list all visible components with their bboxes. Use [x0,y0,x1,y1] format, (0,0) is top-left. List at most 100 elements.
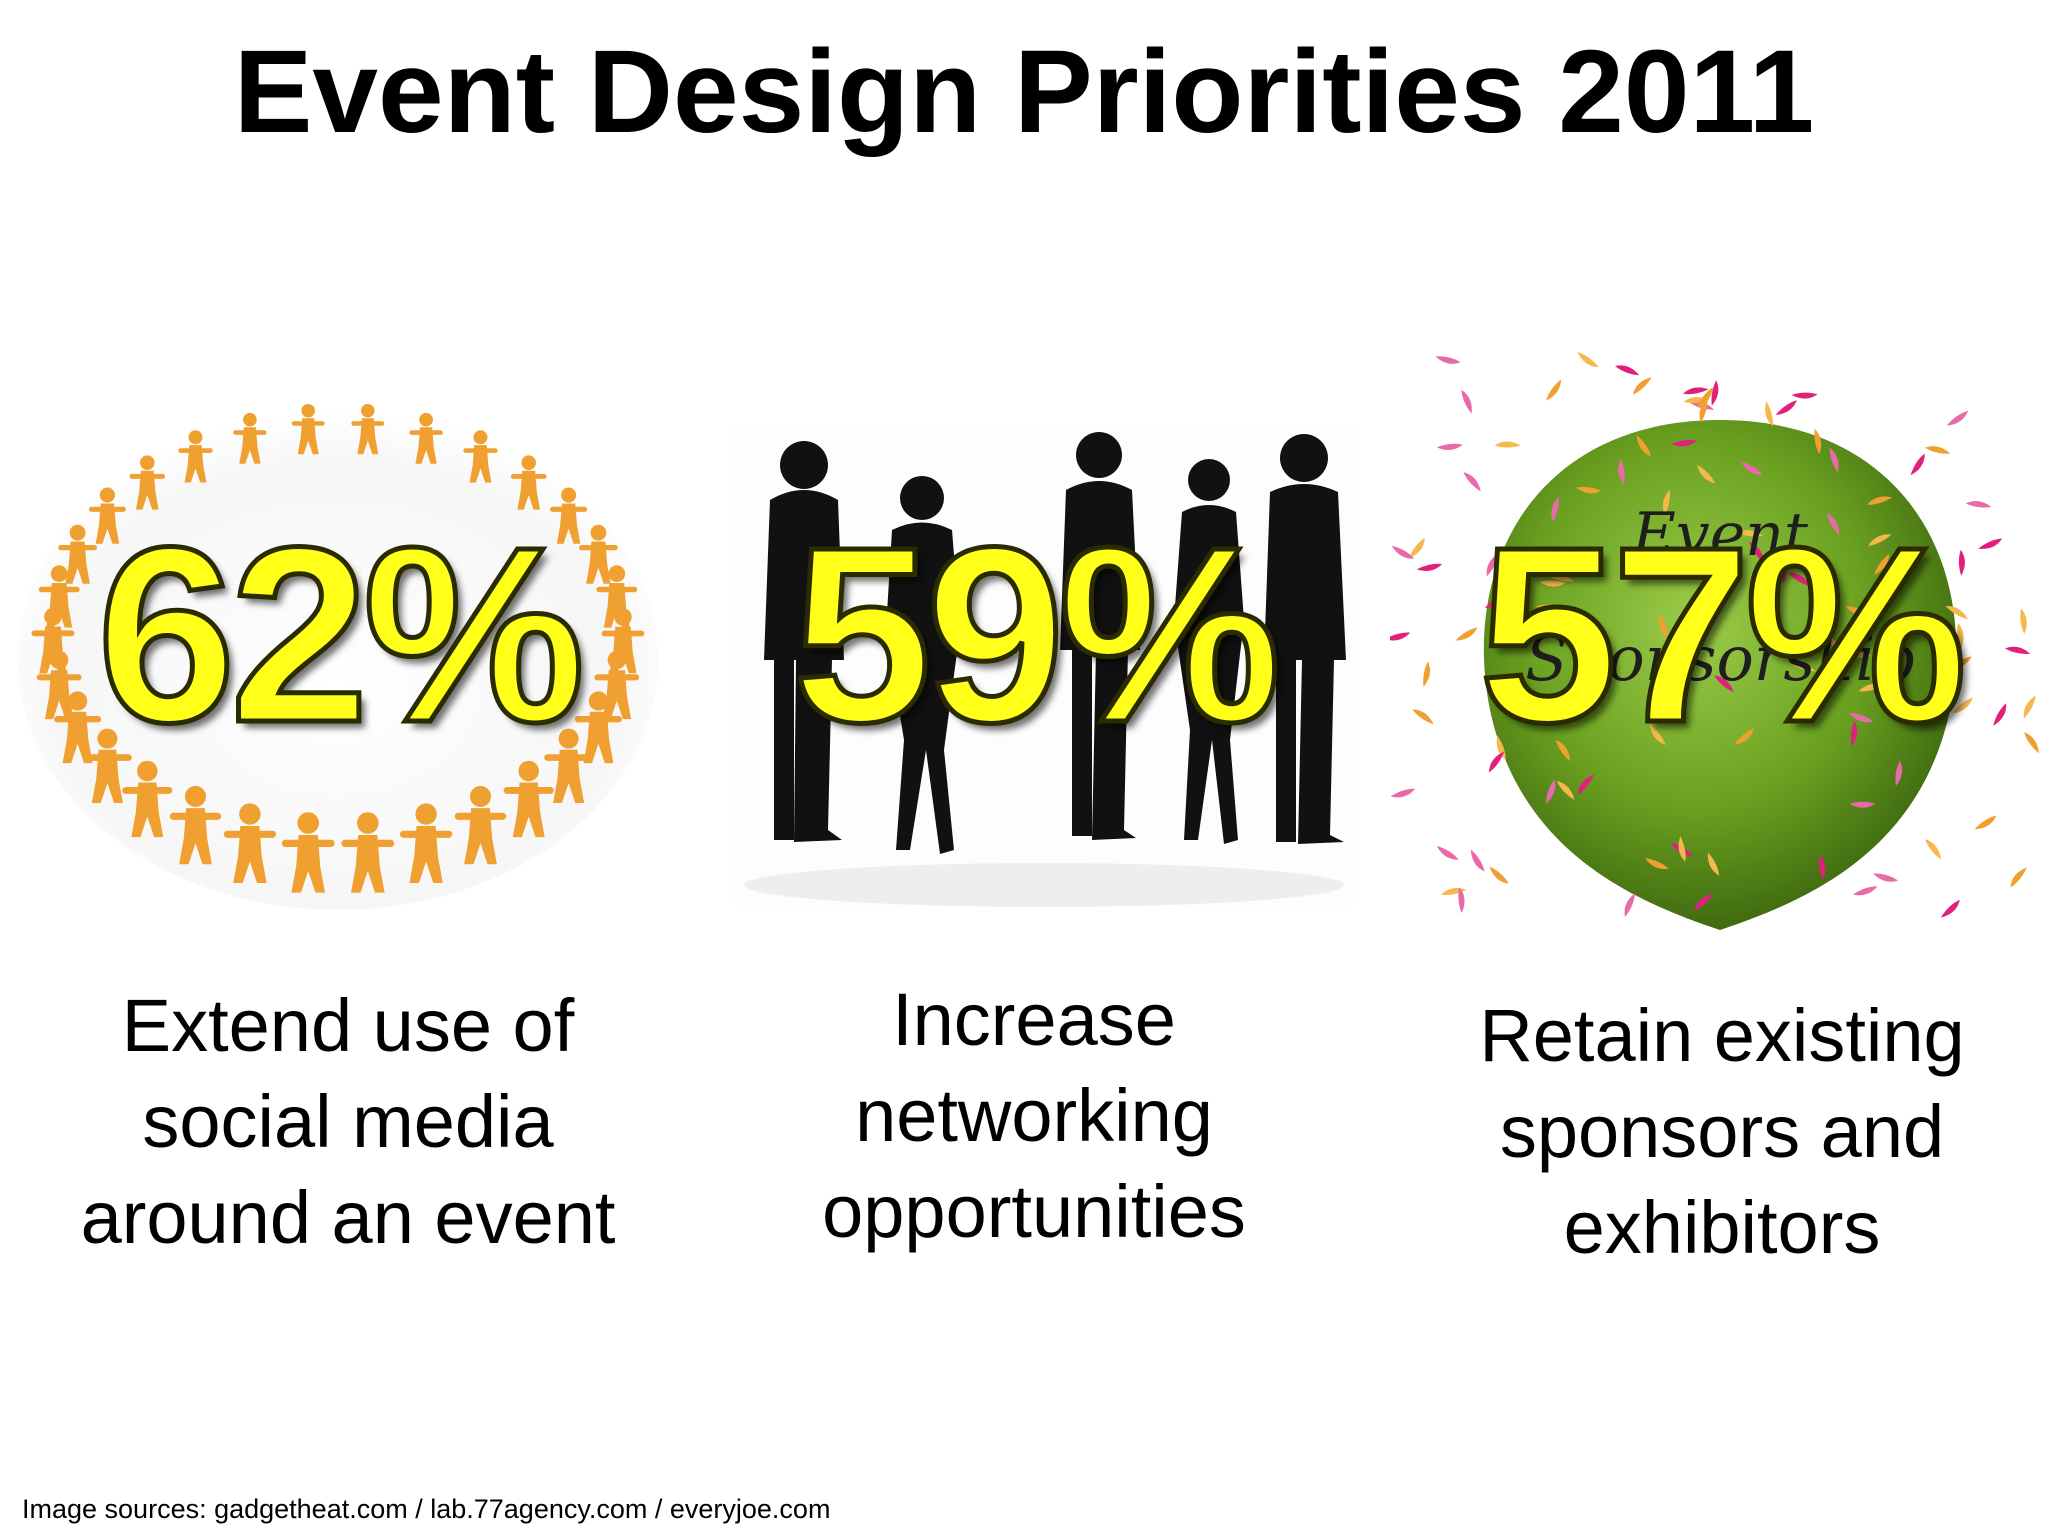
petal-shape [1910,453,1925,476]
petal-shape [1697,464,1716,484]
petal-shape [1740,461,1763,475]
petal-shape [1965,500,1992,508]
petal-shape [1775,400,1797,416]
petal-shape [1790,662,1816,672]
person-figure [122,760,173,838]
petal-shape [1624,892,1636,917]
caption-line: Retain existing [1479,994,1965,1077]
caption-networking: Increase networking opportunities [704,972,1364,1260]
petal-shape [1757,632,1770,656]
priority-panel-sponsors: Event Sponsorship 57% [1390,330,2048,950]
petal-shape [2004,646,2031,654]
petal-shape [2023,695,2037,719]
petal-shape [1829,447,1839,473]
petal-shape [1545,779,1556,804]
petal-shape [1734,728,1755,746]
petal-shape [1895,760,1903,787]
petal-shape [1570,554,1582,579]
petal-shape [1689,401,1715,410]
petal-shape [1423,661,1431,688]
person-figure [510,455,547,510]
petal-shape [1952,697,1973,714]
petal-shape [1850,720,1858,747]
person-figure [454,785,507,865]
petal-shape [1532,554,1544,579]
caption-social-media: Extend use of social media around an eve… [18,978,678,1266]
caption-line: sponsors and [1499,1090,1945,1173]
person-figure [341,812,395,893]
petal-shape [1556,781,1575,801]
petal-shape [1694,893,1714,911]
petal-shape [1946,410,1969,426]
petal-shape [1780,557,1787,583]
petal-shape [1555,739,1571,762]
petal-shape [1867,496,1893,505]
petal-shape [1925,839,1942,860]
petal-shape [1390,632,1411,641]
person-figure [503,760,554,838]
petal-shape [1463,472,1481,492]
petal-shape [1940,899,1960,918]
percent-57: 57% [1476,495,1969,774]
petal-shape [1461,389,1472,414]
person-figure [54,691,102,764]
petal-shape [1489,866,1509,884]
balloon-text-event: Event [1631,500,1809,570]
balloon-text-sponsorship: Sponsorship [1525,622,1914,695]
petal-shape [1545,379,1562,401]
priority-panel-social: 62% [8,330,668,950]
caption-line: Extend use of [121,984,575,1067]
petal-shape [1993,703,2007,726]
petal-shape [1484,599,1510,608]
petal-shape [1978,538,2003,549]
person-figure [574,691,622,764]
petal-shape [1711,380,1719,406]
person-figure [223,803,277,884]
petal-shape [1496,735,1506,761]
petal-shape [1470,849,1485,872]
image-sources: Image sources: gadgetheat.com / lab.77ag… [22,1494,831,1524]
person-figure [399,803,453,884]
people-circle-icon [18,403,658,910]
petal-shape [1618,458,1625,485]
petal-shape [1791,392,1818,399]
petal-shape [1408,537,1425,559]
petal-shape [1436,443,1463,450]
petal-shape [1575,486,1602,494]
petal-shape [1577,774,1594,795]
petal-shape [1958,549,1965,576]
petal-shape [1458,887,1465,914]
petal-shape [1657,562,1683,571]
person-figure [233,412,267,464]
petal-shape [1873,873,1899,882]
petal-shape [1826,512,1840,536]
percent-62: 62% [94,495,587,774]
petal-shape [1737,530,1764,537]
petal-shape [1924,446,1951,454]
petal-shape [1636,435,1652,457]
petal-shape [1649,724,1666,745]
petal-shape [1435,356,1461,364]
petal-shape [1659,613,1668,639]
petal-shape [1671,440,1697,447]
petal-shape [1814,428,1822,455]
petal-shape [1494,441,1521,448]
petal-shape [1788,572,1811,587]
petal-shape [1662,489,1670,515]
caption-line: Increase [892,978,1176,1061]
petal-shape [1845,606,1870,616]
priority-panel-networking: 59% [704,330,1364,950]
petal-shape [1749,541,1765,563]
petal-shape [1436,845,1459,860]
caption-line: opportunities [822,1170,1246,1253]
person-figure [58,524,97,584]
petal-shape [1455,627,1478,641]
petal-shape [1686,604,1693,631]
petal-shape [1852,886,1878,896]
petal-shape [1714,675,1734,693]
petal-shape [1391,545,1415,559]
person-figure [409,412,443,464]
petal-shape [1845,651,1871,659]
petal-shape [1765,401,1774,427]
sponsorship-balloon: Event Sponsorship [1390,351,2040,930]
